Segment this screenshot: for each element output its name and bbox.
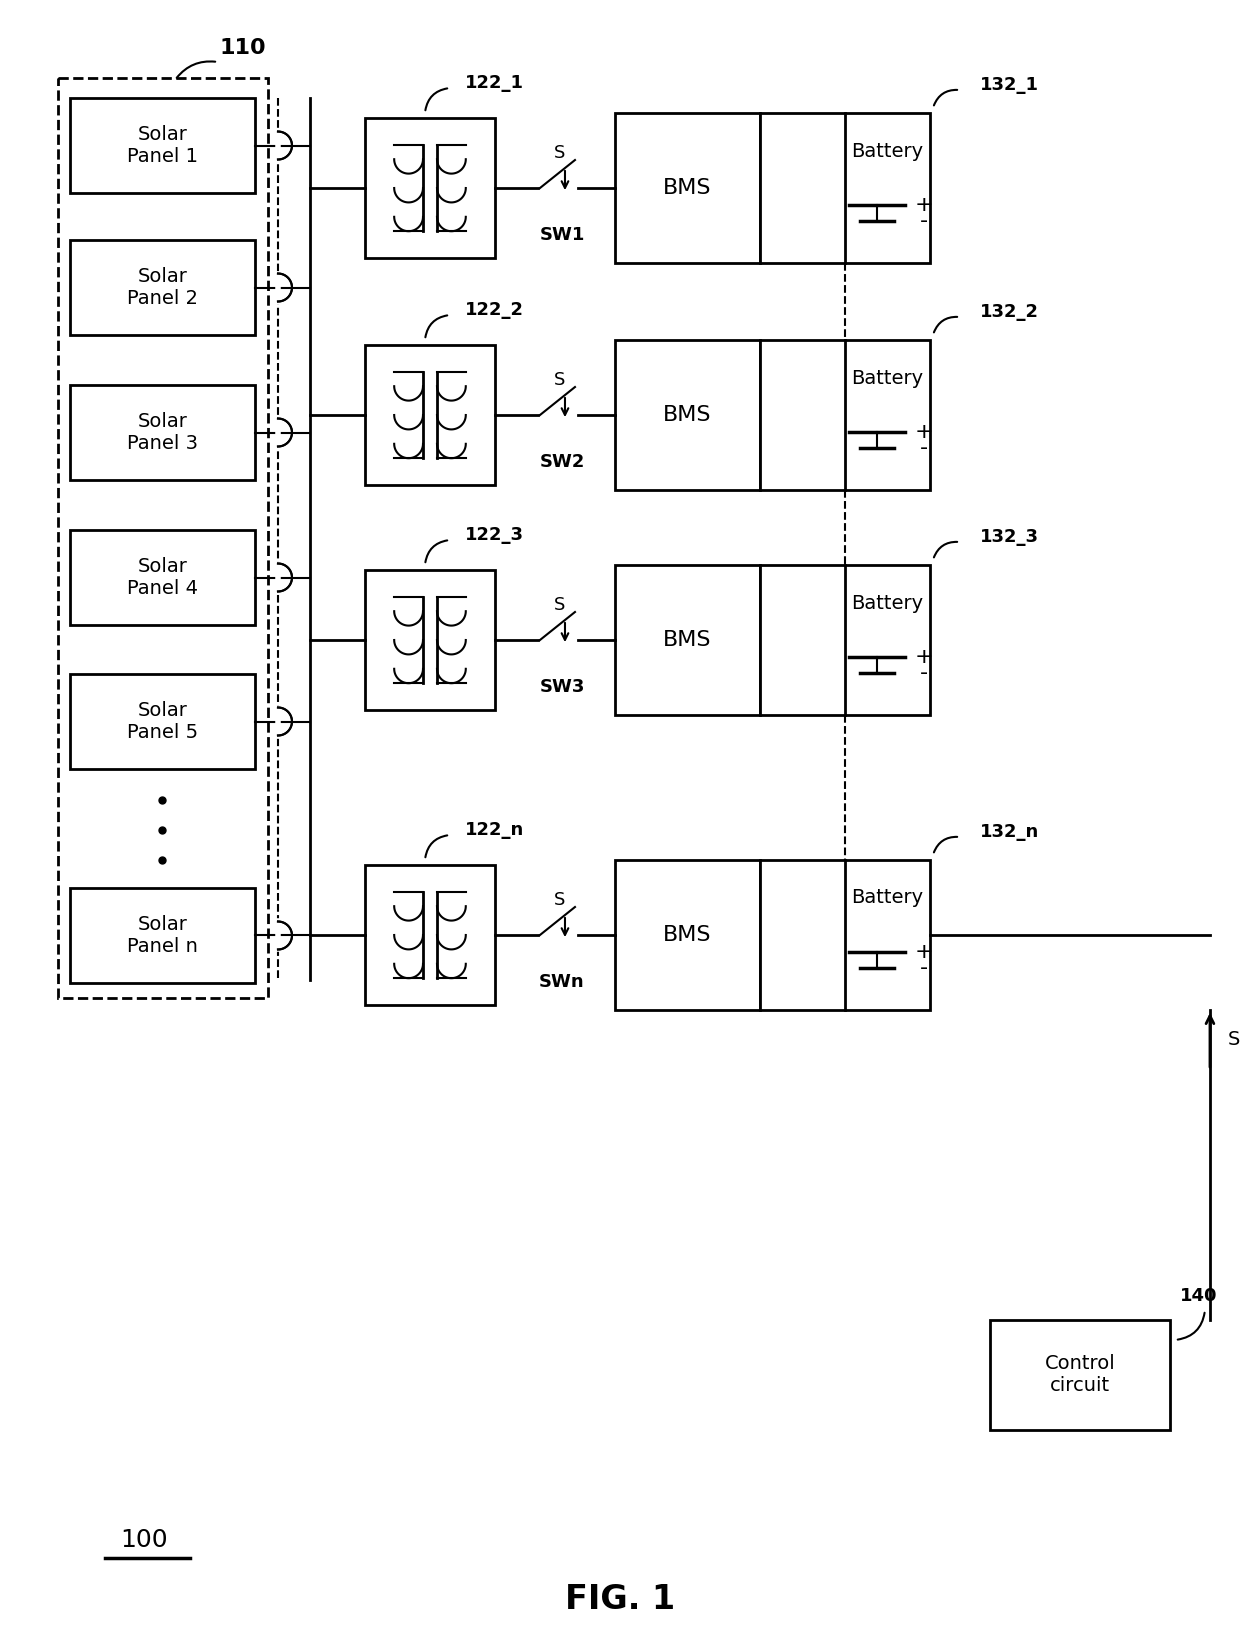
Text: Solar
Panel 3: Solar Panel 3 [126,413,198,454]
Text: Battery: Battery [852,593,924,613]
Text: 122_2: 122_2 [465,301,525,319]
Bar [69,385,255,480]
Text: 132_1: 132_1 [980,76,1039,94]
Text: 132_2: 132_2 [980,302,1039,321]
Text: +: + [914,196,932,215]
Text: 132_n: 132_n [980,824,1039,842]
Bar [365,345,495,485]
Text: Solar
Panel n: Solar Panel n [126,916,198,957]
Text: +: + [914,648,932,667]
Text: S: S [554,372,565,390]
Bar [990,1320,1171,1430]
Bar [615,340,760,490]
Text: Battery: Battery [852,888,924,907]
Text: Solar
Panel 2: Solar Panel 2 [126,266,198,307]
Text: -: - [919,210,928,232]
Text: FIG. 1: FIG. 1 [565,1583,675,1616]
Text: 122_1: 122_1 [465,74,525,92]
Text: BMS: BMS [663,926,712,945]
Bar [615,860,760,1009]
Text: 122_n: 122_n [465,820,525,838]
Text: 132_3: 132_3 [980,528,1039,546]
Bar [760,860,930,1009]
Text: Solar
Panel 5: Solar Panel 5 [126,700,198,741]
Text: 110: 110 [219,38,267,58]
Text: S: S [1228,1031,1240,1049]
Bar [615,566,760,715]
Text: Battery: Battery [852,141,924,161]
Text: BMS: BMS [663,178,712,197]
Bar [69,240,255,335]
Bar [69,888,255,983]
Bar [365,570,495,710]
Bar [615,113,760,263]
Bar [69,99,255,192]
Text: Solar
Panel 4: Solar Panel 4 [126,557,198,598]
Text: Battery: Battery [852,368,924,388]
Text: 100: 100 [120,1527,167,1552]
Bar [58,77,268,998]
Text: Solar
Panel 1: Solar Panel 1 [126,125,198,166]
Text: -: - [919,437,928,459]
Text: 140: 140 [1180,1287,1218,1305]
Bar [365,865,495,1004]
Bar [760,113,930,263]
Bar [760,340,930,490]
Text: SWn: SWn [539,973,585,991]
Text: SW2: SW2 [539,454,585,472]
Text: -: - [919,663,928,682]
Text: S: S [554,891,565,909]
Bar [760,566,930,715]
Text: S: S [554,597,565,613]
Bar [365,118,495,258]
Bar [69,529,255,625]
Text: +: + [914,942,932,962]
Text: BMS: BMS [663,404,712,426]
Text: S: S [554,145,565,163]
Text: SW3: SW3 [539,677,585,695]
Text: BMS: BMS [663,630,712,649]
Text: SW1: SW1 [539,225,585,243]
Text: 122_3: 122_3 [465,526,525,544]
Text: -: - [919,958,928,978]
Text: +: + [914,423,932,442]
Bar [69,674,255,769]
Text: Control
circuit: Control circuit [1044,1355,1115,1396]
